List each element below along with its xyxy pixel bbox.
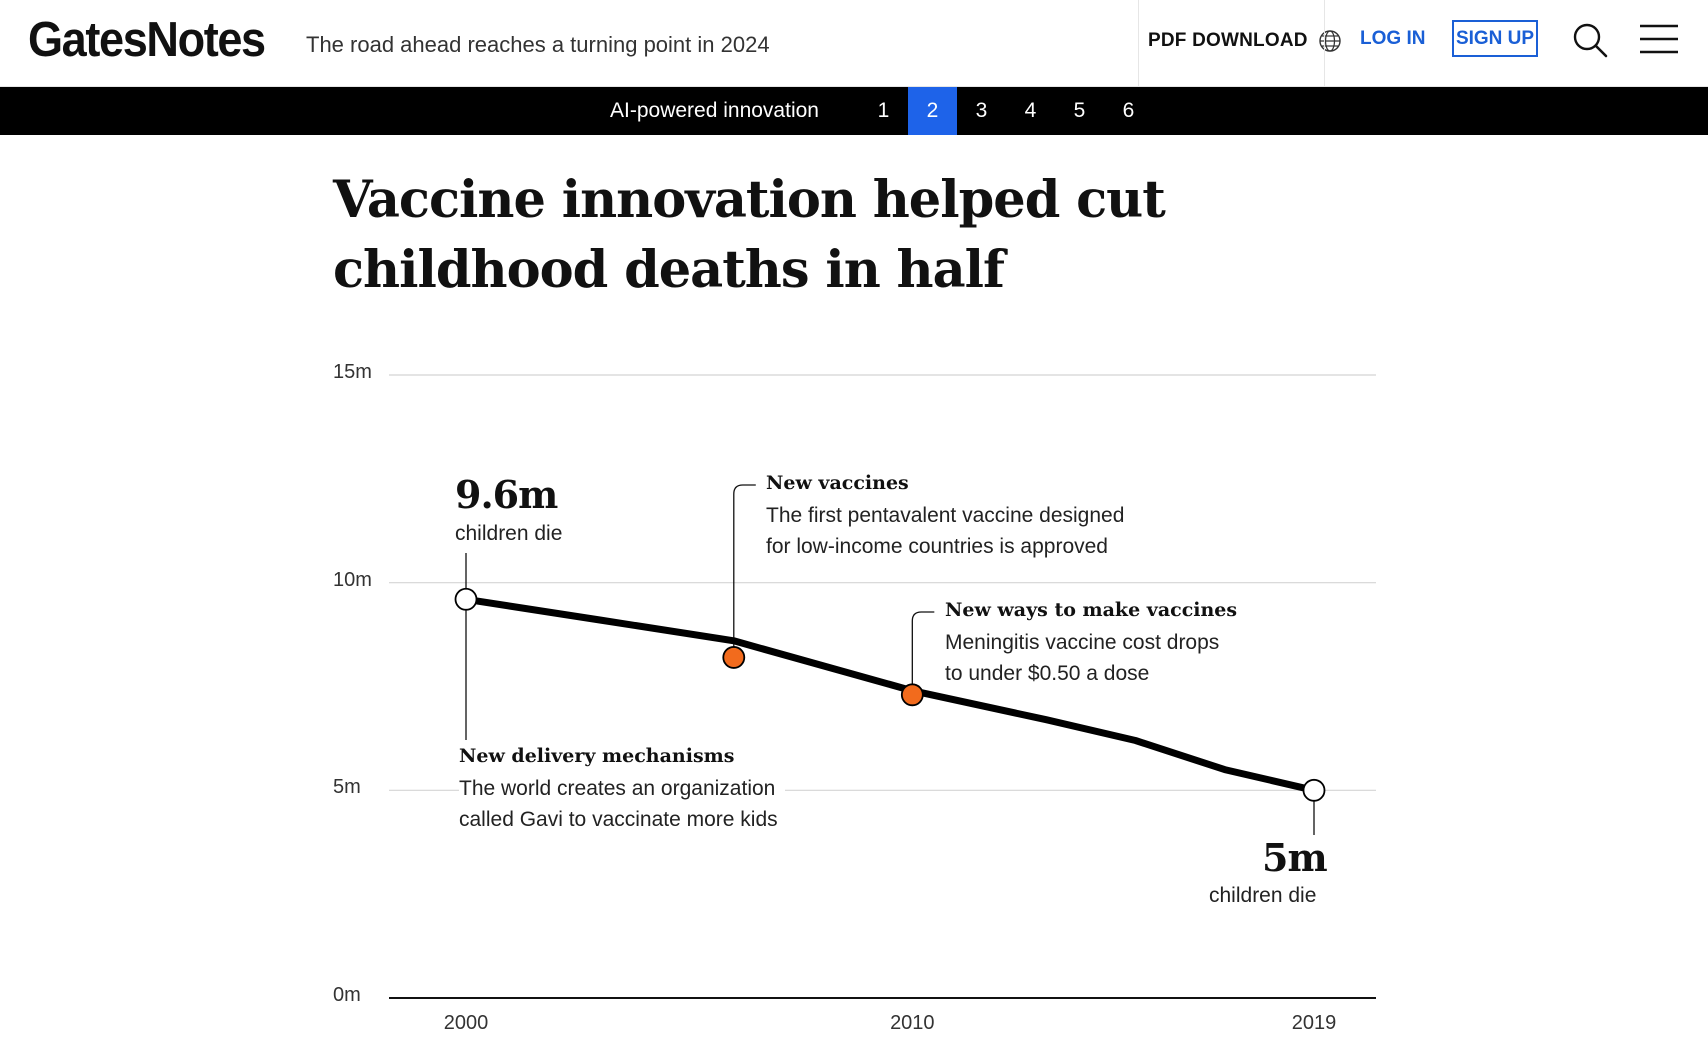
section-nav-item-6[interactable]: 6 bbox=[1122, 99, 1135, 122]
annotation-text: Meningitis vaccine cost drops bbox=[945, 627, 1220, 658]
y-tick-label: 5m bbox=[333, 776, 361, 799]
section-nav-item-3[interactable]: 3 bbox=[975, 99, 988, 122]
hamburger-menu-icon[interactable] bbox=[1638, 22, 1680, 56]
annotation-marker bbox=[900, 683, 924, 707]
section-nav-item-1[interactable]: 1 bbox=[877, 99, 890, 122]
site-logo[interactable]: GatesNotes bbox=[28, 13, 266, 67]
section-nav-title[interactable]: AI-powered innovation bbox=[610, 99, 819, 122]
annotation-text: The world creates an organization bbox=[459, 773, 786, 804]
pdf-download-button[interactable]: PDF DOWNLOAD bbox=[1148, 26, 1342, 56]
y-tick-label: 15m bbox=[333, 361, 372, 383]
login-link[interactable]: LOG IN bbox=[1360, 28, 1426, 49]
start-value-label: 9.6m bbox=[455, 472, 558, 517]
endpoint-marker bbox=[1302, 778, 1326, 802]
x-tick-label: 2000 bbox=[443, 1012, 489, 1034]
chart-title: Vaccine innovation helped cut childhood … bbox=[333, 170, 1166, 300]
end-value-label: 5m bbox=[1262, 835, 1328, 880]
annotation-text: called Gavi to vaccinate more kids bbox=[459, 804, 778, 835]
section-nav-item-2[interactable]: 2 bbox=[908, 87, 957, 135]
x-tick-label: 2019 bbox=[1291, 1012, 1337, 1034]
leader-line bbox=[911, 611, 935, 695]
globe-icon bbox=[1318, 30, 1341, 52]
header-divider bbox=[1138, 0, 1139, 87]
annotation-text: for low-income countries is approved bbox=[766, 531, 1108, 562]
annotation-marker bbox=[722, 646, 746, 669]
annotation-text: The first pentavalent vaccine designed bbox=[766, 500, 1125, 531]
endpoint-marker bbox=[454, 587, 478, 611]
annotation-title: New vaccines bbox=[766, 472, 909, 494]
search-icon[interactable] bbox=[1570, 20, 1610, 60]
page-tagline: The road ahead reaches a turning point i… bbox=[306, 32, 770, 57]
section-nav: AI-powered innovation 1 2 3 4 5 6 bbox=[0, 87, 1708, 135]
leader-line bbox=[733, 484, 756, 658]
signup-button[interactable]: SIGN UP bbox=[1452, 20, 1538, 57]
start-value-sublabel: children die bbox=[455, 522, 563, 545]
section-nav-item-5[interactable]: 5 bbox=[1073, 99, 1086, 122]
header-divider bbox=[1324, 0, 1325, 87]
end-value-sublabel: children die bbox=[1209, 884, 1317, 907]
annotation-title: New delivery mechanisms bbox=[459, 745, 735, 767]
series-line bbox=[462, 595, 1318, 794]
y-tick-label: 0m bbox=[333, 984, 361, 1006]
annotation-title: New ways to make vaccines bbox=[945, 599, 1238, 621]
annotation-text: to under $0.50 a dose bbox=[945, 658, 1150, 689]
y-tick-label: 10m bbox=[333, 568, 372, 591]
x-tick-label: 2010 bbox=[890, 1012, 935, 1034]
site-header: GatesNotes The road ahead reaches a turn… bbox=[0, 0, 1708, 87]
section-nav-item-4[interactable]: 4 bbox=[1024, 99, 1037, 122]
pdf-download-label: PDF DOWNLOAD bbox=[1148, 30, 1308, 51]
